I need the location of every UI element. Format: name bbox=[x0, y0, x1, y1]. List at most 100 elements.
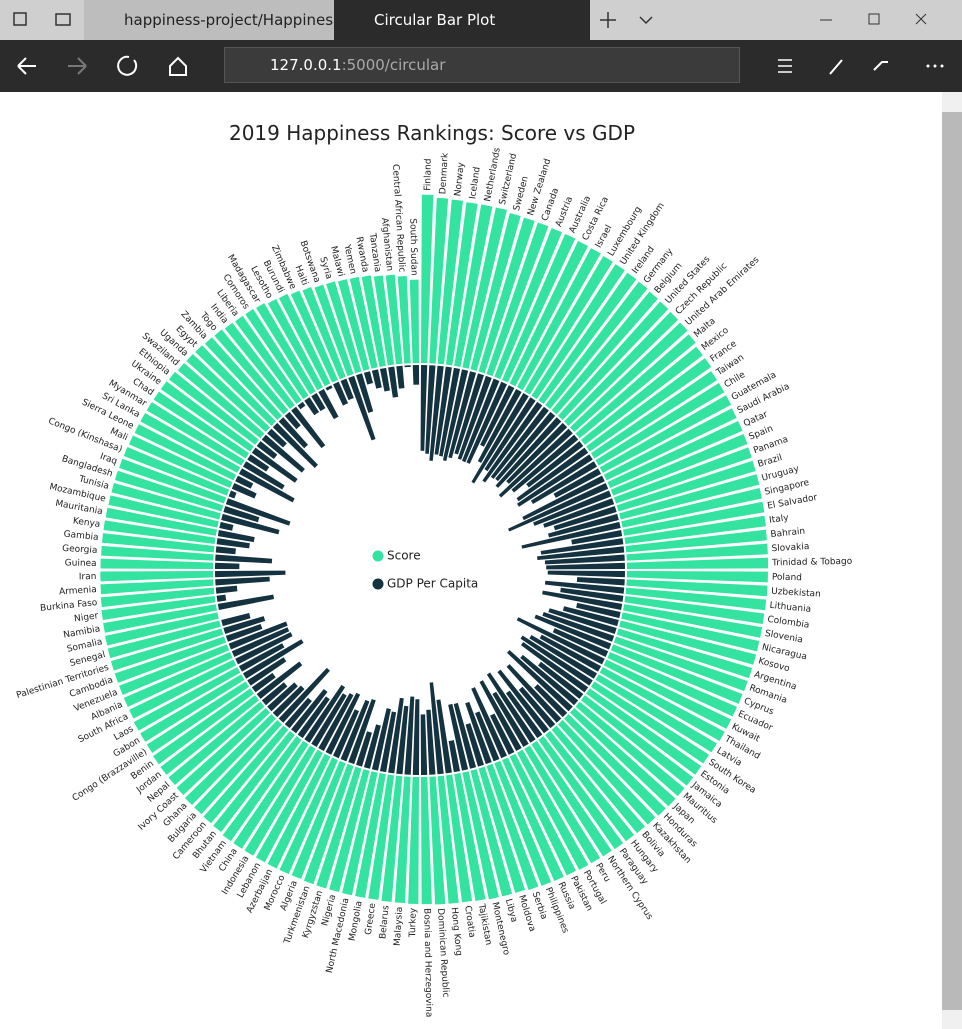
gdp-bar bbox=[448, 740, 461, 773]
country-label: Hong Kong bbox=[449, 907, 464, 957]
gdp-bar bbox=[412, 699, 420, 775]
nav-buttons[interactable] bbox=[0, 40, 224, 92]
gdp-bar bbox=[235, 475, 254, 489]
gdp-bar bbox=[471, 392, 529, 484]
score-bar bbox=[168, 371, 260, 445]
score-bar bbox=[437, 775, 459, 904]
gdp-bar bbox=[492, 691, 529, 748]
gdp-bar bbox=[534, 614, 612, 650]
gdp-bar bbox=[267, 682, 298, 712]
score-bar bbox=[326, 281, 362, 374]
gdp-bar bbox=[278, 667, 330, 723]
country-label: South Sudan bbox=[407, 218, 418, 276]
score-bar bbox=[397, 275, 411, 364]
gdp-bar bbox=[404, 365, 411, 368]
country-label: Slovenia bbox=[764, 629, 803, 646]
score-bar bbox=[626, 579, 768, 597]
country-label: Georgia bbox=[62, 544, 98, 556]
country-label: Bosnia and Herzegovina bbox=[421, 908, 433, 1017]
gdp-bar bbox=[333, 381, 349, 406]
score-bar bbox=[586, 688, 702, 775]
score-bar bbox=[233, 740, 309, 849]
score-bar bbox=[103, 604, 217, 633]
tab-icons[interactable] bbox=[0, 0, 80, 40]
gdp-bar bbox=[291, 406, 326, 449]
country-label: Greece bbox=[364, 902, 378, 936]
country-label: Denmark bbox=[438, 152, 451, 195]
score-bar bbox=[100, 587, 215, 608]
gdp-bar bbox=[539, 634, 602, 672]
gdp-bar bbox=[272, 422, 318, 468]
gdp-bar bbox=[520, 635, 593, 686]
score-bar bbox=[214, 329, 289, 415]
gdp-bar bbox=[547, 570, 625, 578]
scroll-thumb[interactable] bbox=[942, 112, 962, 1010]
gdp-bar bbox=[238, 468, 295, 503]
score-bar bbox=[100, 571, 214, 582]
gdp-bar bbox=[217, 594, 275, 611]
score-bar bbox=[610, 434, 748, 496]
gdp-bar bbox=[506, 664, 562, 723]
gdp-bar bbox=[238, 643, 285, 672]
gdp-bar bbox=[420, 714, 428, 775]
gdp-bar bbox=[396, 365, 405, 389]
score-bar bbox=[105, 612, 219, 646]
score-bar bbox=[361, 275, 386, 367]
gdp-bar bbox=[540, 538, 624, 555]
score-bar bbox=[470, 769, 513, 897]
window-controls[interactable] bbox=[590, 0, 962, 40]
toolbar-icons[interactable] bbox=[762, 40, 962, 92]
gdp-bar bbox=[562, 606, 619, 627]
score-bar bbox=[314, 284, 354, 377]
gdp-bar bbox=[434, 366, 452, 455]
gdp-bar bbox=[356, 373, 374, 413]
country-label: Bahrain bbox=[770, 527, 806, 540]
gdp-bar bbox=[552, 628, 609, 657]
score-bar bbox=[494, 228, 562, 380]
gdp-bar bbox=[215, 546, 236, 555]
gdp-bar bbox=[388, 697, 404, 774]
score-bar bbox=[580, 346, 703, 445]
tab-active[interactable]: Circular Bar Plot bbox=[334, 0, 590, 40]
gdp-bar bbox=[325, 692, 361, 755]
tab[interactable]: happiness-project/Happines bbox=[84, 0, 334, 40]
score-bar bbox=[626, 543, 768, 561]
score-bar bbox=[610, 644, 743, 704]
tab-strip: happiness-project/Happines Circular Bar … bbox=[0, 0, 962, 40]
score-bar bbox=[509, 753, 576, 876]
gdp-bar bbox=[529, 635, 598, 679]
score-bar bbox=[558, 719, 656, 825]
score-bar bbox=[486, 222, 549, 377]
gdp-bar bbox=[297, 401, 306, 410]
gdp-bar bbox=[571, 529, 623, 545]
score-bar bbox=[619, 620, 757, 665]
score-bar bbox=[103, 520, 216, 545]
score-bar bbox=[607, 420, 743, 488]
score-bar bbox=[302, 286, 346, 380]
score-bar bbox=[586, 358, 712, 452]
address-field[interactable]: 127.0.0.1:5000/circular bbox=[224, 47, 740, 83]
score-bar bbox=[267, 299, 323, 391]
gdp-bar bbox=[251, 672, 276, 693]
score-bar bbox=[105, 507, 217, 536]
country-label: Turkey bbox=[408, 907, 419, 938]
score-bar bbox=[603, 408, 737, 481]
gdp-bar bbox=[477, 388, 522, 463]
gdp-bar bbox=[304, 397, 320, 416]
score-bar bbox=[462, 207, 507, 369]
score-bar bbox=[342, 771, 378, 896]
score-bar bbox=[291, 760, 346, 880]
score-bar bbox=[244, 745, 316, 856]
score-bar bbox=[626, 571, 768, 583]
gdp-bar bbox=[219, 521, 234, 531]
score-bar bbox=[625, 529, 767, 553]
gdp-bar bbox=[547, 513, 619, 538]
gdp-bar bbox=[534, 684, 568, 718]
score-bar bbox=[545, 281, 648, 410]
country-label: Armenia bbox=[59, 585, 97, 597]
gdp-bar bbox=[242, 639, 304, 679]
country-label: Lithuania bbox=[769, 601, 811, 615]
gdp-bar bbox=[404, 696, 415, 775]
score-bar bbox=[599, 395, 732, 473]
gdp-bar bbox=[221, 612, 251, 627]
